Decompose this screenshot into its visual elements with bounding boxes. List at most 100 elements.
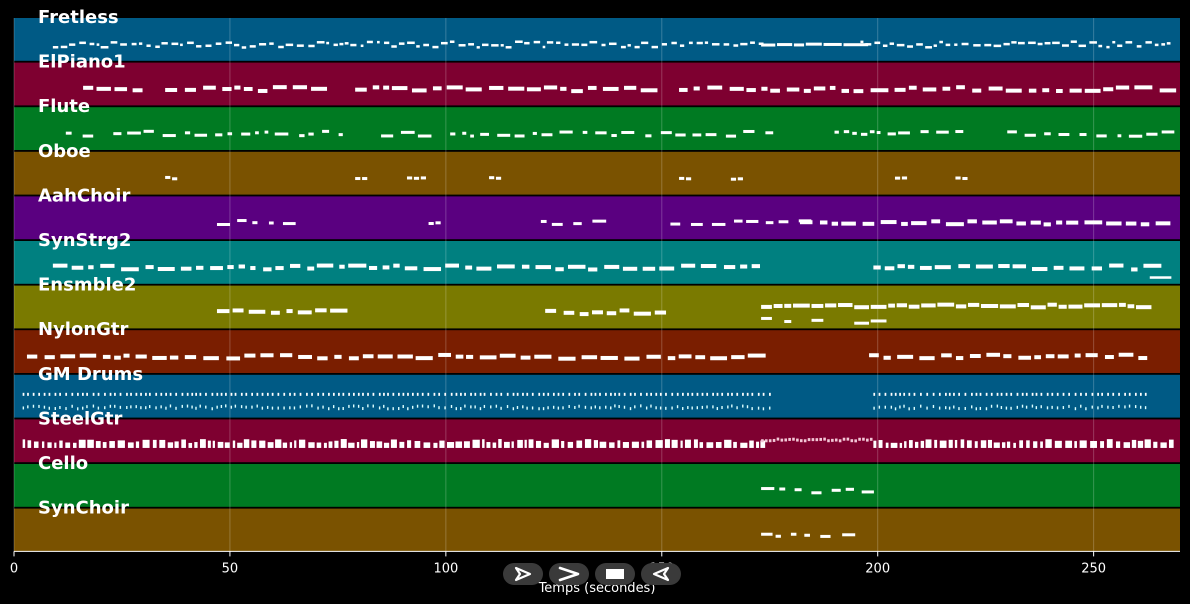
note bbox=[77, 392, 79, 396]
note bbox=[621, 130, 635, 134]
note bbox=[937, 302, 955, 307]
next-button[interactable] bbox=[549, 563, 589, 585]
note bbox=[552, 405, 555, 409]
note bbox=[589, 40, 598, 44]
note bbox=[282, 442, 288, 448]
note bbox=[455, 354, 464, 359]
note bbox=[1005, 406, 1008, 410]
note bbox=[171, 42, 179, 46]
note bbox=[1010, 392, 1013, 396]
note bbox=[506, 392, 509, 396]
note bbox=[181, 439, 186, 448]
note bbox=[512, 407, 515, 411]
note bbox=[784, 320, 792, 324]
note bbox=[913, 406, 915, 410]
note bbox=[975, 407, 977, 411]
track-notes bbox=[165, 175, 968, 181]
note bbox=[38, 404, 40, 408]
note bbox=[641, 41, 649, 45]
note bbox=[83, 85, 94, 90]
note bbox=[641, 441, 645, 448]
note bbox=[278, 45, 284, 49]
note bbox=[1051, 392, 1054, 396]
note bbox=[423, 43, 430, 47]
note bbox=[941, 353, 952, 358]
note bbox=[908, 85, 917, 90]
note bbox=[870, 304, 887, 309]
track-lane bbox=[14, 464, 1180, 507]
note bbox=[528, 439, 534, 448]
note bbox=[979, 392, 982, 396]
track-notes bbox=[52, 40, 1171, 49]
note bbox=[1112, 406, 1114, 410]
note bbox=[322, 129, 330, 133]
note bbox=[884, 266, 895, 271]
note bbox=[460, 392, 462, 396]
note bbox=[640, 404, 642, 408]
note bbox=[353, 392, 355, 396]
play-button[interactable] bbox=[503, 563, 543, 585]
note bbox=[421, 404, 424, 408]
note bbox=[665, 406, 667, 410]
rewind-button[interactable] bbox=[641, 563, 681, 585]
note bbox=[104, 406, 106, 410]
note bbox=[135, 392, 138, 396]
note bbox=[143, 129, 154, 133]
note bbox=[920, 392, 922, 396]
note bbox=[629, 392, 632, 396]
note bbox=[270, 310, 280, 315]
note bbox=[551, 439, 559, 448]
note bbox=[903, 404, 905, 408]
note bbox=[81, 406, 84, 410]
note bbox=[687, 406, 689, 410]
track-label: SynChoir bbox=[38, 498, 129, 519]
note bbox=[169, 392, 172, 396]
note bbox=[769, 392, 771, 396]
note bbox=[280, 353, 293, 358]
note bbox=[406, 176, 413, 180]
note bbox=[948, 439, 953, 448]
note bbox=[109, 441, 115, 448]
note bbox=[1127, 304, 1135, 309]
note bbox=[43, 392, 46, 396]
note bbox=[1101, 392, 1104, 396]
stop-button[interactable] bbox=[595, 563, 635, 585]
note bbox=[567, 264, 586, 269]
note bbox=[706, 405, 708, 409]
note bbox=[366, 40, 373, 44]
note bbox=[882, 44, 888, 48]
note bbox=[552, 392, 555, 396]
note bbox=[450, 404, 453, 408]
note bbox=[761, 439, 764, 443]
note bbox=[299, 392, 302, 396]
note bbox=[684, 439, 691, 448]
note bbox=[102, 354, 111, 359]
note bbox=[127, 442, 134, 448]
note bbox=[721, 392, 724, 396]
note bbox=[455, 407, 457, 411]
note bbox=[996, 392, 999, 396]
note bbox=[1140, 222, 1150, 227]
note bbox=[114, 87, 128, 92]
note bbox=[743, 129, 755, 133]
note bbox=[897, 354, 914, 359]
note bbox=[761, 304, 772, 309]
note bbox=[1043, 222, 1051, 227]
note bbox=[634, 405, 636, 409]
note bbox=[1056, 220, 1063, 225]
note bbox=[180, 43, 183, 47]
note bbox=[1017, 41, 1025, 45]
note bbox=[780, 438, 784, 442]
note bbox=[945, 222, 964, 227]
note bbox=[1091, 266, 1103, 271]
note bbox=[756, 441, 760, 448]
note bbox=[215, 42, 222, 45]
note bbox=[723, 265, 736, 270]
note bbox=[479, 392, 482, 396]
note bbox=[757, 406, 760, 410]
note bbox=[1144, 406, 1147, 410]
note bbox=[220, 392, 223, 396]
note bbox=[114, 355, 121, 360]
note bbox=[975, 392, 978, 396]
note bbox=[489, 176, 495, 180]
